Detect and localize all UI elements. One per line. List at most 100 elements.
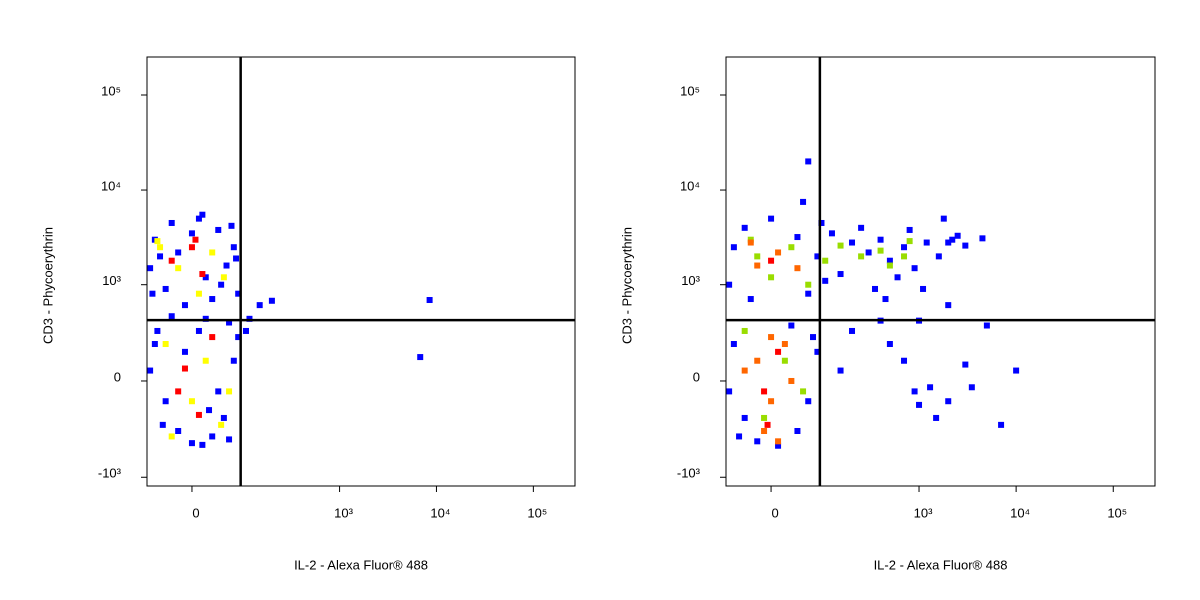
event-dot <box>901 253 908 260</box>
event-dot <box>195 215 202 222</box>
event-dot <box>417 354 424 361</box>
event-dot <box>794 265 801 272</box>
event-dot <box>940 215 947 222</box>
event-dot <box>741 224 748 231</box>
y-tick-label: 0 <box>693 369 700 384</box>
event-dot <box>764 421 771 428</box>
event-dot <box>920 285 927 292</box>
event-dot <box>761 414 768 421</box>
event-dot <box>730 341 737 348</box>
event-dot <box>814 348 821 355</box>
event-dot <box>199 271 206 278</box>
event-dot <box>741 414 748 421</box>
x-tick-label: 0 <box>192 505 199 520</box>
x-tick-label: 10⁴ <box>1010 505 1030 520</box>
event-dot <box>775 249 782 256</box>
event-dot <box>181 365 188 372</box>
event-dot <box>233 255 240 262</box>
event-dot <box>781 357 788 364</box>
event-dot <box>775 442 782 449</box>
event-dot <box>242 327 249 334</box>
event-dot <box>828 230 835 237</box>
event-dot <box>814 253 821 260</box>
event-dot <box>822 257 829 264</box>
event-dot <box>837 242 844 249</box>
event-dot <box>154 327 161 334</box>
event-dot <box>154 238 161 245</box>
event-dot <box>906 226 913 233</box>
event-dot <box>188 440 195 447</box>
y-tick-label: -10³ <box>677 466 701 481</box>
x-tick-label: 10⁴ <box>430 505 450 520</box>
event-dot <box>768 398 775 405</box>
event-dot <box>209 433 216 440</box>
event-dot <box>962 361 969 368</box>
event-dot <box>794 427 801 434</box>
event-dot <box>849 239 856 246</box>
event-dot <box>726 388 733 395</box>
y-tick-label: 0 <box>114 369 121 384</box>
event-dot <box>768 257 775 264</box>
y-tick-label: -10³ <box>98 466 122 481</box>
event-dot <box>822 277 829 284</box>
event-dot <box>775 348 782 355</box>
event-dot <box>235 334 242 341</box>
event-dot <box>962 242 969 249</box>
event-dot <box>858 224 865 231</box>
y-tick-label: 10³ <box>681 273 700 288</box>
event-dot <box>954 232 961 239</box>
event-dot <box>858 253 865 260</box>
x-tick-label: 10³ <box>334 505 353 520</box>
event-dot <box>837 367 844 374</box>
event-dot <box>147 367 154 374</box>
event-dot <box>901 244 908 251</box>
event-dot <box>426 297 433 304</box>
event-dot <box>175 265 182 272</box>
event-dot <box>849 327 856 334</box>
event-dot <box>754 438 761 445</box>
event-dot <box>168 219 175 226</box>
y-tick-label: 10⁵ <box>680 83 700 98</box>
event-dot <box>175 249 182 256</box>
event-dot <box>754 357 761 364</box>
event-dot <box>800 388 807 395</box>
event-dot <box>162 341 169 348</box>
event-dot <box>209 296 216 303</box>
event-dot <box>818 219 825 226</box>
x-tick-label: 10⁵ <box>1107 505 1127 520</box>
event-dot <box>979 235 986 242</box>
event-dot <box>968 384 975 391</box>
event-dot <box>199 441 206 448</box>
event-dot <box>181 302 188 309</box>
event-dot <box>877 247 884 254</box>
event-dot <box>195 327 202 334</box>
event-dot <box>181 348 188 355</box>
event-dot <box>162 398 169 405</box>
event-dot <box>202 315 209 322</box>
event-dot <box>901 357 908 364</box>
event-dot <box>768 215 775 222</box>
event-dot <box>788 244 795 251</box>
event-dot <box>209 249 216 256</box>
event-dot <box>223 262 230 269</box>
event-dot <box>788 322 795 329</box>
event-dot <box>935 253 942 260</box>
event-dot <box>761 427 768 434</box>
event-dot <box>230 357 237 364</box>
event-dot <box>741 327 748 334</box>
event-dot <box>195 290 202 297</box>
event-dot <box>209 334 216 341</box>
event-dot <box>220 274 227 281</box>
event-dot <box>218 281 225 288</box>
event-dot <box>157 253 164 260</box>
x-axis-label: IL-2 - Alexa Fluor® 488 <box>294 557 428 572</box>
x-tick-label: 10³ <box>914 505 933 520</box>
event-dot <box>168 313 175 320</box>
event-dot <box>882 296 889 303</box>
y-tick-label: 10⁴ <box>680 178 700 193</box>
event-dot <box>215 226 222 233</box>
plot-frame <box>146 56 576 487</box>
event-dot <box>805 281 812 288</box>
event-dot <box>805 398 812 405</box>
event-dot <box>768 274 775 281</box>
